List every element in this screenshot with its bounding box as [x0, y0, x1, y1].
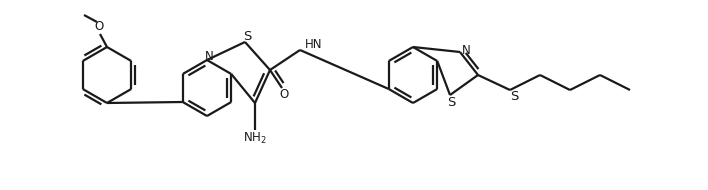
Text: O: O [94, 21, 103, 33]
Text: HN: HN [305, 39, 323, 51]
Text: O: O [280, 89, 289, 101]
Text: N: N [462, 44, 470, 56]
Text: S: S [510, 90, 518, 104]
Text: S: S [447, 96, 455, 108]
Text: N: N [205, 50, 213, 63]
Text: NH$_2$: NH$_2$ [243, 131, 267, 146]
Text: S: S [243, 29, 251, 43]
